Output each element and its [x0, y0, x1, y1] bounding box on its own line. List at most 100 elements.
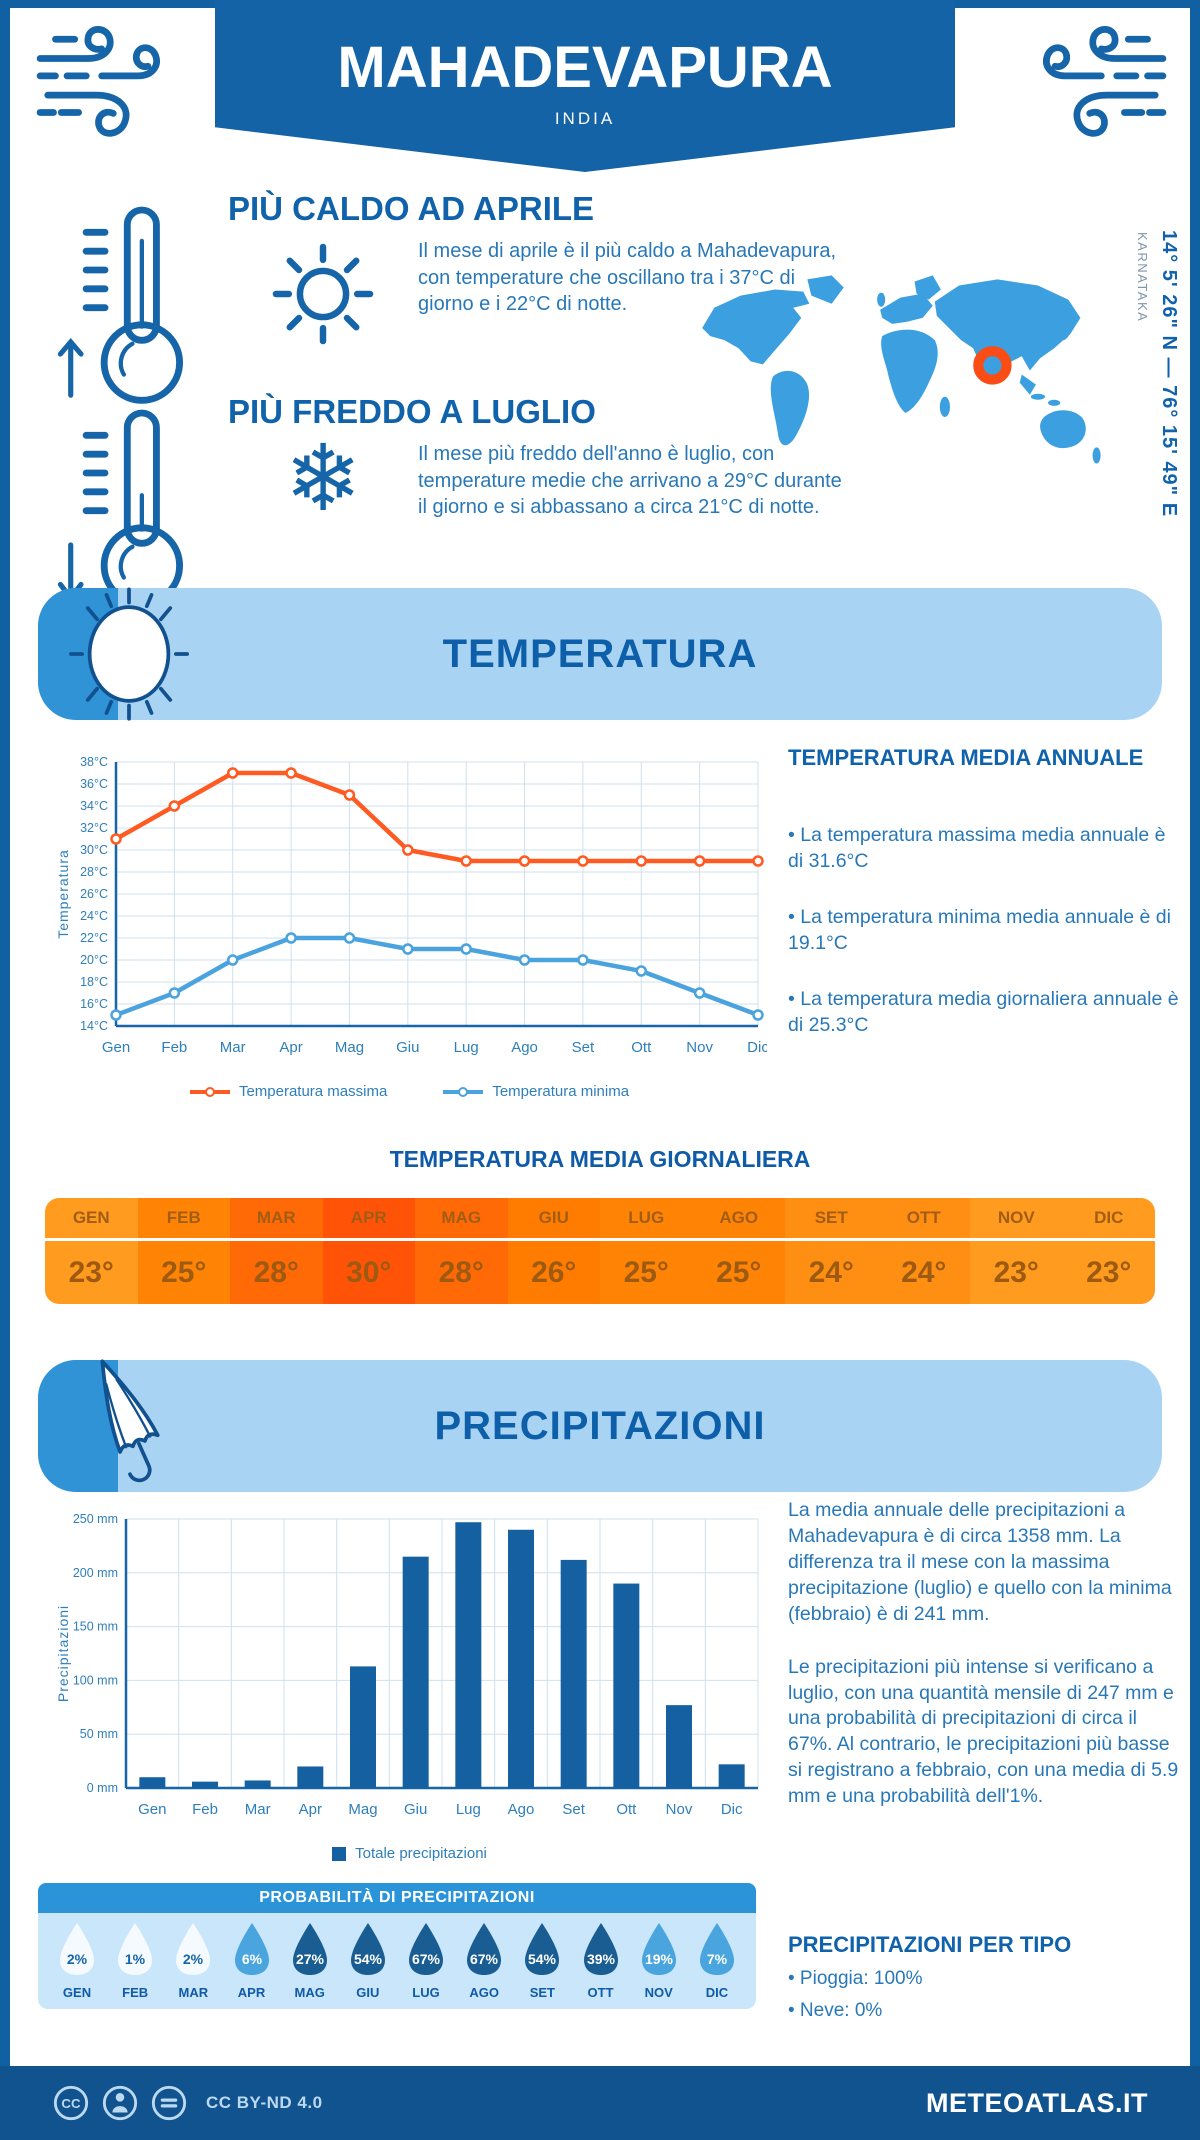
section-band-precipitation: PRECIPITAZIONI: [38, 1359, 1162, 1492]
legend-label: Totale precipitazioni: [355, 1845, 487, 1862]
svg-text:Apr: Apr: [299, 1801, 322, 1818]
svg-text:38°C: 38°C: [80, 755, 108, 769]
svg-text:39%: 39%: [587, 1951, 616, 1967]
precipitation-chart-block: 0 mm 50 mm 100 mm 150 mm 200 mm 250 mm Gen Feb M…: [52, 1505, 767, 1862]
precipitation-type-panel: PRECIPITAZIONI PER TIPO • Pioggia: 100% •…: [788, 1932, 1180, 2022]
temp-table-cell: AGO 25°: [692, 1198, 785, 1304]
header-banner: MAHADEVAPURA INDIA: [215, 0, 955, 172]
temp-table-month: NOV: [970, 1198, 1063, 1241]
region-label: KARNATAKA: [1135, 232, 1150, 323]
precipitation-type-bullet: • Neve: 0%: [788, 2000, 883, 2021]
precipitation-bar-chart: 0 mm 50 mm 100 mm 150 mm 200 mm 250 mm Gen Feb M…: [55, 1512, 759, 1818]
coordinates-label: 14° 5' 26" N — 76° 15' 49" E: [1158, 230, 1180, 518]
svg-text:28°C: 28°C: [80, 865, 108, 879]
svg-text:6%: 6%: [241, 1951, 262, 1967]
temp-table-value: 26°: [531, 1255, 577, 1289]
highlight-title: PIÙ FREDDO A LUGLIO: [228, 393, 596, 430]
sun-icon: [272, 243, 374, 345]
droplet-icon: 6%: [234, 1923, 269, 1975]
svg-text:Nov: Nov: [686, 1039, 713, 1056]
daily-temperature-title: TEMPERATURA MEDIA GIORNALIERA: [389, 1146, 811, 1172]
svg-text:Precipitazioni: Precipitazioni: [55, 1605, 71, 1702]
svg-text:Mar: Mar: [245, 1801, 271, 1818]
svg-text:Dic: Dic: [747, 1039, 767, 1056]
svg-text:Feb: Feb: [161, 1039, 187, 1056]
legend-label: Temperatura massima: [238, 1083, 388, 1100]
svg-text:100 mm: 100 mm: [73, 1673, 118, 1687]
location-marker-icon: [973, 346, 1012, 385]
svg-text:Ago: Ago: [508, 1801, 535, 1818]
svg-text:Giu: Giu: [396, 1039, 419, 1056]
temp-table-value: 28°: [438, 1255, 484, 1289]
svg-text:Gen: Gen: [138, 1801, 166, 1818]
temp-table-month: GIU: [507, 1198, 600, 1241]
highlight-title: PIÙ CALDO AD APRILE: [228, 190, 595, 227]
temp-table-cell: NOV 23°: [970, 1198, 1063, 1304]
temp-table-value: 25°: [161, 1255, 207, 1289]
droplet-month-label: AGO: [469, 1985, 500, 2000]
droplet-month-label: MAR: [178, 1985, 209, 2000]
temp-table-month: DIC: [1062, 1198, 1155, 1241]
temp-table-cell: APR 30°: [322, 1198, 415, 1304]
probability-droplets: 2% GEN 1% FEB 2% MAR 6% APR 27% MAG 54% GIU 67% LUG 67…: [38, 1913, 756, 2000]
svg-text:19%: 19%: [645, 1951, 674, 1967]
droplet-month-label: MAG: [294, 1985, 325, 2000]
temp-table-value: 24°: [901, 1255, 947, 1289]
legend-swatch: [443, 1086, 484, 1097]
svg-text:Gen: Gen: [102, 1039, 130, 1056]
svg-text:Mar: Mar: [220, 1039, 246, 1056]
svg-text:67%: 67%: [470, 1951, 499, 1967]
probability-droplet: 2% MAR: [166, 1920, 220, 2000]
annual-temp-bullet: • La temperatura massima media annuale è…: [788, 824, 1166, 872]
temp-table-month: MAR: [230, 1198, 323, 1241]
temp-table-value: 23°: [993, 1255, 1039, 1289]
legend-swatch: [189, 1086, 230, 1097]
droplet-icon: 27%: [292, 1923, 327, 1975]
temp-table-value: 30°: [346, 1255, 392, 1289]
legend-item: Totale precipitazioni: [332, 1845, 487, 1862]
svg-text:18°C: 18°C: [80, 975, 108, 989]
droplet-icon: 39%: [583, 1923, 618, 1975]
temp-table-cell: LUG 25°: [600, 1198, 693, 1304]
footer-bar: CC CC BY-ND 4.0 METEOATLAS.IT: [0, 2066, 1200, 2140]
highlight-text: Il mese più freddo dell'anno è luglio, c…: [418, 443, 842, 519]
svg-text:67%: 67%: [412, 1951, 441, 1967]
svg-text:34°C: 34°C: [80, 799, 108, 813]
svg-text:Nov: Nov: [666, 1801, 693, 1818]
license-label: CC BY-ND 4.0: [206, 2093, 323, 2112]
svg-text:27%: 27%: [296, 1951, 325, 1967]
section-title-temperature: TEMPERATURA: [442, 631, 758, 676]
probability-droplet: 39% OTT: [574, 1920, 628, 2000]
temperature-chart-block: 14°C 16°C 18°C 20°C 22°C 24°C 26°C 28°C 30°C 32°C…: [52, 748, 767, 1100]
droplet-icon: 7%: [699, 1923, 734, 1975]
map-continents: [702, 275, 1101, 464]
droplet-month-label: GEN: [62, 1985, 92, 2000]
page-subtitle: INDIA: [554, 109, 616, 128]
svg-text:Lug: Lug: [454, 1039, 479, 1056]
temp-table-month: GEN: [45, 1198, 138, 1241]
temp-table-cell: OTT 24°: [877, 1198, 970, 1304]
svg-text:Ago: Ago: [511, 1039, 538, 1056]
droplet-icon: 54%: [350, 1923, 385, 1975]
highlight-coldest: PIÙ FREDDO A LUGLIO ❄ Il mese più freddo…: [48, 393, 898, 607]
legend-item: Temperatura massima: [189, 1083, 388, 1100]
probability-droplet: 6% APR: [225, 1920, 279, 2000]
highlight-hottest: PIÙ CALDO AD APRILE Il mese di aprile è …: [48, 190, 898, 404]
svg-text:Dic: Dic: [721, 1801, 743, 1818]
droplet-month-label: OTT: [587, 1985, 614, 2000]
daily-temp-table: GEN 23° FEB 25° MAR 28° APR 30° MAG 28° GIU 26° LUG 2…: [45, 1198, 1155, 1304]
temp-table-month: SET: [785, 1198, 878, 1241]
temp-table-month: FEB: [137, 1198, 230, 1241]
temp-table-cell: MAG 28°: [415, 1198, 508, 1304]
droplet-month-label: NOV: [644, 1985, 673, 2000]
precipitation-type-title: PRECIPITAZIONI PER TIPO: [788, 1932, 1072, 1957]
droplet-icon: 67%: [409, 1923, 444, 1975]
annual-temperature-title: TEMPERATURA MEDIA ANNUALE: [788, 745, 1144, 770]
frame-left: [0, 0, 10, 2140]
probability-title: PROBABILITÀ DI PRECIPITAZIONI: [38, 1883, 756, 1913]
probability-droplet: 67% LUG: [399, 1920, 453, 2000]
precipitation-paragraph: La media annuale delle precipitazioni a …: [788, 1499, 1172, 1625]
svg-text:14°C: 14°C: [80, 1019, 108, 1033]
svg-text:36°C: 36°C: [80, 777, 108, 791]
